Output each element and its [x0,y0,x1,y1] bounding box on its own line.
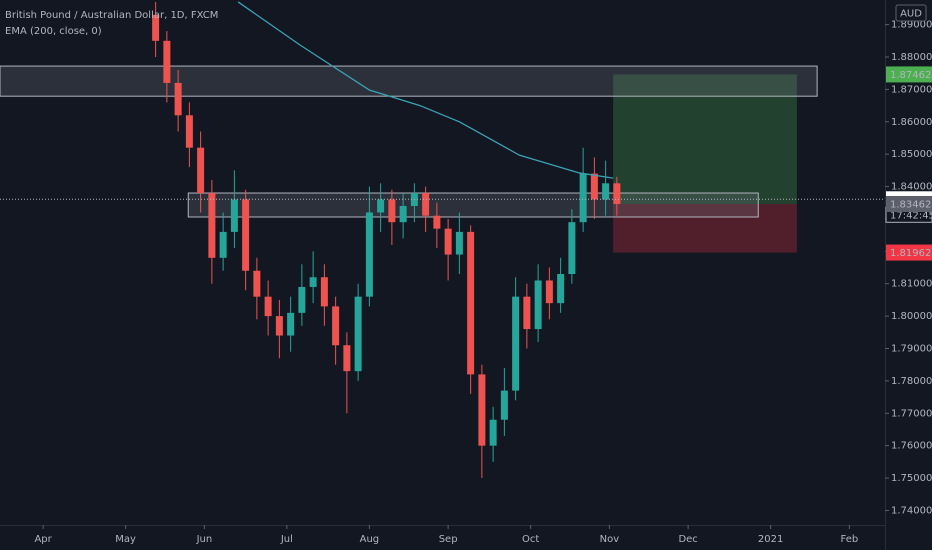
price-label: 1.81962 [890,248,931,259]
y-tick-label: 1.85000 [891,149,932,160]
candle-body [185,115,193,148]
price-label-box [886,66,932,83]
y-tick-label: 1.76000 [891,441,932,452]
y-tick-label: 1.87000 [891,84,932,95]
candle-body [219,231,227,258]
x-tick-label: May [115,534,136,545]
x-tick-label: Jun [196,534,213,545]
candle-body [152,14,160,41]
candle-body [500,390,508,420]
candle-body [534,280,542,330]
candle-body [163,40,171,83]
candle-body [399,205,407,223]
candle-body [579,173,587,223]
candle-body [332,306,340,346]
y-tick-label: 1.75000 [891,473,932,484]
candle-body [320,277,328,307]
currency-box [895,4,927,22]
candle-body [264,296,272,317]
candle-body [343,345,351,372]
x-tick-label: 2021 [758,534,783,545]
candle-body [602,183,610,200]
x-tick-label: Oct [522,534,539,545]
candle-body [287,312,295,336]
candle-body [242,199,250,271]
candle-body [557,273,565,304]
candle-body [174,82,182,116]
y-tick-label: 1.74000 [891,505,932,516]
candle-body [365,212,373,297]
currency: AUD [900,9,922,20]
y-tick-label: 1.79000 [891,343,932,354]
zone [0,65,818,97]
y-tick-label: 1.89000 [891,20,932,31]
y-tick-label: 1.84000 [891,182,932,193]
x-tick-label: Aug [360,534,380,545]
candle-body [422,193,430,216]
x-tick-label: Nov [600,534,620,545]
candle-body [455,231,463,255]
candle-body [512,296,520,391]
ema-line [237,1,614,179]
zone [187,192,759,218]
candle-body [489,419,497,446]
price-label-box [886,195,932,212]
price-label-box [886,244,932,261]
countdown: 17:42:45 [890,210,932,221]
candle-body [388,199,396,223]
x-tick-label: Jul [280,534,293,545]
candle-body [230,199,238,232]
candle-body [444,228,452,255]
candle-body [467,231,475,375]
candle-body [545,280,553,304]
x-tick-label: Feb [841,534,859,545]
x-tick-label: Sep [439,534,458,545]
candle-body [590,173,598,200]
y-tick-label: 1.78000 [891,376,932,387]
candle-body [253,270,261,297]
price-axis-bg [885,0,932,550]
price-label: 1.87462 [890,70,931,81]
candle-body [433,215,441,229]
candle-body [309,277,317,287]
candle-body [298,286,306,313]
candle-body [354,296,362,372]
x-tick-label: Apr [34,534,52,545]
y-tick-label: 1.80000 [891,311,932,322]
candle-body [568,222,576,274]
price-label: 1.83462 [890,199,931,210]
candle-body [478,374,486,446]
indicator-label: EMA (200, close, 0) [5,26,102,37]
candle-body [377,199,385,213]
candle-body [275,316,283,336]
chart-title: British Pound / Australian Dollar, 1D, F… [5,10,218,21]
candle-body [613,183,621,205]
y-tick-label: 1.81000 [891,279,932,290]
y-tick-label: 1.77000 [891,408,932,419]
candle-body [523,296,531,330]
candle-body [208,193,216,258]
x-tick-label: Dec [678,534,697,545]
candle-body [197,147,205,194]
y-tick-label: 1.86000 [891,117,932,128]
stop-zone [613,203,797,253]
y-tick-label: 1.88000 [891,52,932,63]
